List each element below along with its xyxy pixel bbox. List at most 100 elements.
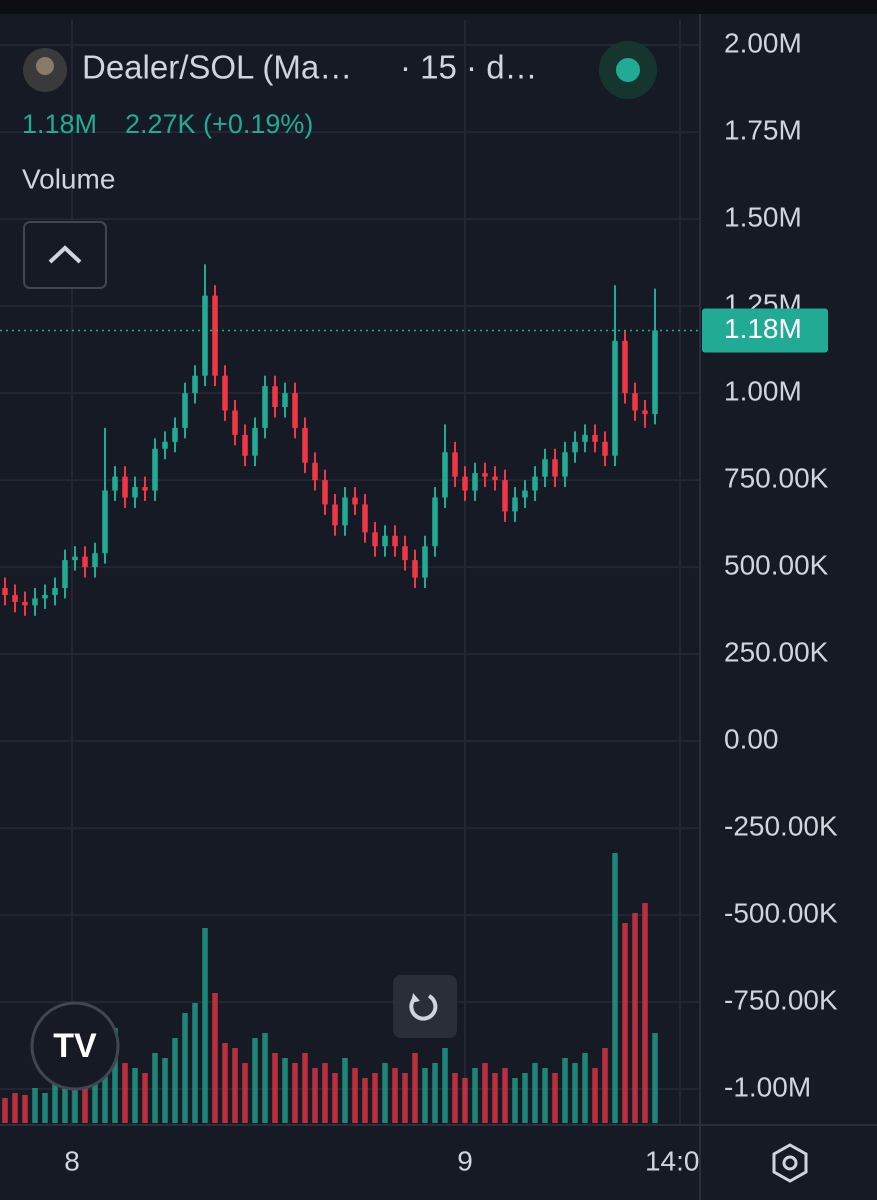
volume-bar bbox=[592, 1068, 598, 1123]
y-tick-label: -750.00K bbox=[724, 985, 838, 1016]
y-tick-label: 1.50M bbox=[724, 201, 802, 232]
volume-bar bbox=[532, 1063, 538, 1123]
volume-bar bbox=[122, 1063, 128, 1123]
interval[interactable]: · 15 · d… bbox=[400, 49, 538, 86]
settings-button[interactable] bbox=[772, 1143, 808, 1183]
candle-body bbox=[562, 452, 568, 477]
volume-bar bbox=[92, 1063, 98, 1123]
candle-body bbox=[642, 410, 648, 414]
indicator-name[interactable]: Volume bbox=[22, 163, 115, 194]
collapse-button[interactable] bbox=[23, 221, 107, 289]
volume-bar bbox=[452, 1073, 458, 1123]
candle-body bbox=[2, 587, 8, 595]
volume-bar bbox=[202, 928, 208, 1123]
status-dot bbox=[616, 58, 640, 82]
volume-bar bbox=[312, 1068, 318, 1123]
candle-body bbox=[462, 476, 468, 491]
volume-bar bbox=[82, 1088, 88, 1123]
volume-bar bbox=[552, 1073, 558, 1123]
candle-body bbox=[192, 375, 198, 394]
candle-body bbox=[102, 490, 108, 554]
volume-bar bbox=[192, 1003, 198, 1123]
y-tick-label: 2.00M bbox=[724, 27, 802, 58]
volume-bar bbox=[152, 1053, 158, 1123]
y-tick-label: -1.00M bbox=[724, 1072, 811, 1103]
volume-bar bbox=[442, 1048, 448, 1123]
volume-bar bbox=[422, 1068, 428, 1123]
y-tick-label: 1.00M bbox=[724, 375, 802, 406]
volume-bar bbox=[612, 853, 618, 1123]
volume-bar bbox=[262, 1033, 268, 1123]
candle-body bbox=[82, 556, 88, 568]
plot-area bbox=[0, 20, 700, 1125]
volume-bar bbox=[142, 1073, 148, 1123]
candle-body bbox=[472, 473, 478, 491]
candle-body bbox=[262, 386, 268, 428]
volume-bar bbox=[2, 1098, 8, 1123]
candle-body bbox=[132, 487, 138, 498]
volume-bar bbox=[542, 1068, 548, 1123]
candle-body bbox=[402, 546, 408, 561]
candle-body bbox=[242, 434, 248, 456]
y-tick-label: 250.00K bbox=[724, 637, 829, 668]
volume-bar bbox=[632, 913, 638, 1123]
volume-bar bbox=[222, 1043, 228, 1123]
y-tick-label: 750.00K bbox=[724, 462, 829, 493]
volume-bar bbox=[182, 1013, 188, 1123]
candle-body bbox=[422, 546, 428, 578]
candle-body bbox=[212, 295, 218, 376]
candle-body bbox=[592, 434, 598, 442]
volume-bar bbox=[302, 1053, 308, 1123]
candle-body bbox=[602, 441, 608, 456]
y-tick-label: 500.00K bbox=[724, 549, 829, 580]
candle-body bbox=[372, 532, 378, 547]
settings-icon bbox=[782, 1155, 798, 1171]
y-tick-label: -250.00K bbox=[724, 811, 838, 842]
candle-body bbox=[522, 490, 528, 498]
candle-body bbox=[62, 560, 68, 588]
candle-body bbox=[142, 487, 148, 491]
candle-body bbox=[342, 497, 348, 526]
volume-bar bbox=[432, 1063, 438, 1123]
reset-button[interactable] bbox=[393, 975, 457, 1038]
volume-bar bbox=[602, 1048, 608, 1123]
candle-body bbox=[322, 480, 328, 505]
candle-body bbox=[222, 375, 228, 411]
candle-body bbox=[252, 427, 258, 456]
volume-bar bbox=[32, 1088, 38, 1123]
logo-button[interactable] bbox=[30, 1001, 120, 1091]
reset-arrow bbox=[411, 993, 420, 1003]
candle-body bbox=[172, 427, 178, 442]
candle-body bbox=[632, 393, 638, 411]
y-tick-label: 1.75M bbox=[724, 114, 802, 145]
volume-bar bbox=[382, 1063, 388, 1123]
candle-body bbox=[362, 504, 368, 533]
symbol[interactable]: Dealer/SOL (Ma… bbox=[82, 49, 352, 86]
candle-body bbox=[292, 393, 298, 428]
status-strip bbox=[0, 0, 877, 14]
volume-bar bbox=[282, 1058, 288, 1123]
candle-body bbox=[182, 393, 188, 428]
candle-body bbox=[202, 295, 208, 376]
candle-body bbox=[442, 452, 448, 498]
volume-bar bbox=[332, 1073, 338, 1123]
candle-body bbox=[552, 459, 558, 477]
volume-bar bbox=[512, 1078, 518, 1123]
avatar-face bbox=[36, 57, 54, 75]
candle-body bbox=[382, 535, 388, 547]
reset-icon bbox=[409, 994, 438, 1021]
volume-bar bbox=[162, 1058, 168, 1123]
candle-body bbox=[52, 587, 58, 595]
chevron-icon bbox=[48, 245, 82, 264]
x-tick-label: 14:00 bbox=[645, 1145, 715, 1176]
candle-body bbox=[452, 452, 458, 477]
volume-bar bbox=[482, 1063, 488, 1123]
candle-body bbox=[572, 441, 578, 453]
volume-bar bbox=[22, 1095, 28, 1123]
volume-bar bbox=[342, 1058, 348, 1123]
volume-bar bbox=[572, 1063, 578, 1123]
volume-bar bbox=[622, 923, 628, 1123]
volume-bar bbox=[652, 1033, 658, 1123]
axes: 2.00M1.75M1.50M1.25M1.00M750.00K500.00K2… bbox=[64, 27, 838, 1176]
candle-body bbox=[42, 594, 48, 599]
